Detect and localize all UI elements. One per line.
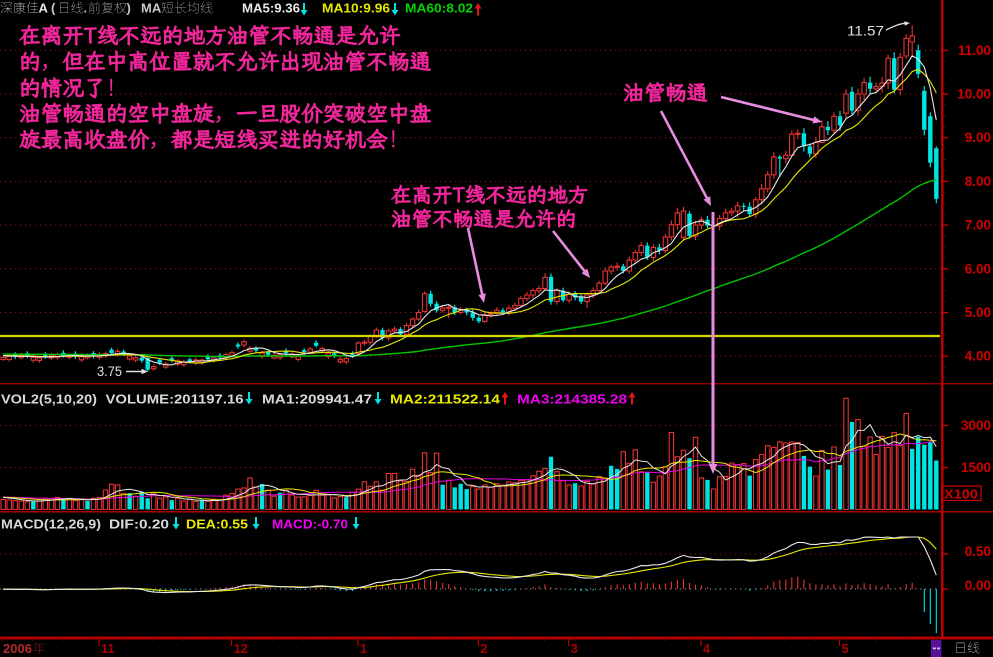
svg-text:11.57: 11.57 bbox=[847, 23, 884, 39]
svg-text:MA10:9.96: MA10:9.96 bbox=[322, 1, 390, 16]
svg-text:.: . bbox=[84, 1, 88, 16]
svg-text:5: 5 bbox=[841, 641, 848, 656]
svg-text:2006: 2006 bbox=[3, 641, 32, 656]
svg-text:0.00: 0.00 bbox=[965, 578, 991, 593]
svg-text:DIF:0.20: DIF:0.20 bbox=[109, 517, 169, 532]
svg-text:10.00: 10.00 bbox=[957, 87, 991, 102]
svg-text:3: 3 bbox=[571, 641, 578, 656]
svg-text:VOLUME:201197.16: VOLUME:201197.16 bbox=[106, 392, 244, 407]
svg-text:11.00: 11.00 bbox=[958, 43, 991, 58]
svg-text:MA2:211522.14: MA2:211522.14 bbox=[390, 392, 501, 407]
svg-text:11: 11 bbox=[101, 641, 115, 656]
svg-text:MA1:209941.47: MA1:209941.47 bbox=[262, 392, 372, 407]
svg-text:(: ( bbox=[51, 1, 56, 16]
svg-text:X100: X100 bbox=[944, 488, 978, 502]
svg-text:0.50: 0.50 bbox=[965, 544, 991, 559]
svg-text:VOL2(5,10,20): VOL2(5,10,20) bbox=[1, 392, 97, 407]
svg-text:3.75: 3.75 bbox=[97, 363, 122, 379]
svg-text:9.00: 9.00 bbox=[965, 130, 991, 145]
svg-text:8.00: 8.00 bbox=[965, 174, 991, 189]
svg-text:MA60:8.02: MA60:8.02 bbox=[405, 1, 473, 16]
svg-text:7.00: 7.00 bbox=[965, 218, 991, 233]
svg-text:MACD:-0.70: MACD:-0.70 bbox=[272, 517, 348, 532]
svg-text:3000: 3000 bbox=[961, 418, 991, 433]
svg-text:MA5:9.36: MA5:9.36 bbox=[242, 1, 300, 16]
svg-text:A: A bbox=[39, 1, 49, 16]
svg-text:4.00: 4.00 bbox=[965, 349, 991, 364]
svg-text:12: 12 bbox=[233, 641, 247, 656]
svg-text:2: 2 bbox=[480, 641, 487, 656]
svg-text:MA3:214385.28: MA3:214385.28 bbox=[517, 392, 627, 407]
svg-text:): ) bbox=[127, 1, 131, 16]
svg-text:DEA:0.55: DEA:0.55 bbox=[186, 517, 248, 532]
svg-text:1500: 1500 bbox=[961, 460, 991, 475]
svg-text:MA: MA bbox=[141, 1, 162, 16]
svg-text:1: 1 bbox=[360, 641, 367, 656]
svg-text:5.00: 5.00 bbox=[965, 305, 991, 320]
svg-text:6.00: 6.00 bbox=[965, 261, 991, 276]
svg-text:4: 4 bbox=[703, 641, 711, 656]
svg-text:MACD(12,26,9): MACD(12,26,9) bbox=[1, 517, 101, 532]
